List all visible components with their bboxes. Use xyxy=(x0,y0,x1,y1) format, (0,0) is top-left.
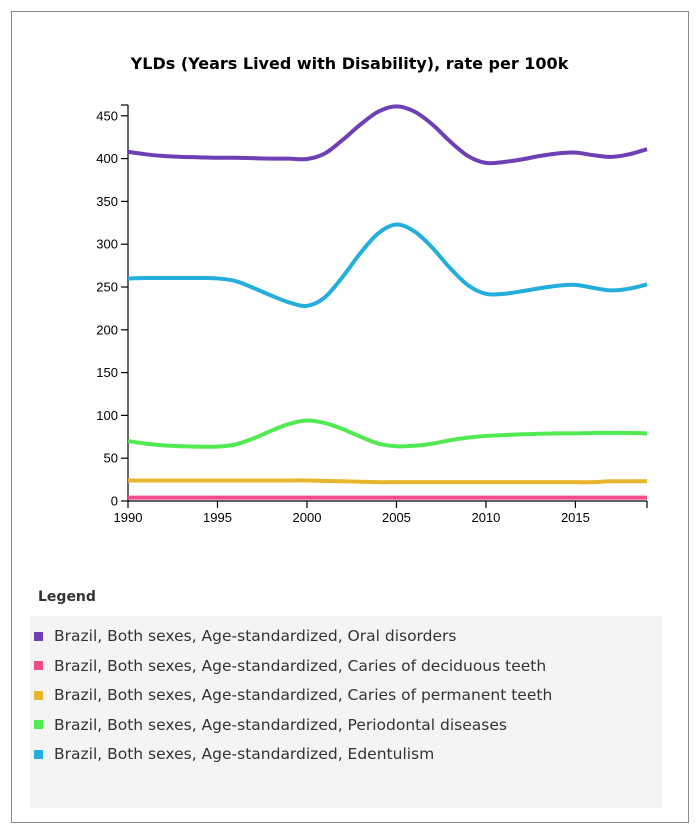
legend-title: Legend xyxy=(38,589,96,605)
legend: Brazil, Both sexes, Age-standardized, Or… xyxy=(30,616,662,808)
legend-item-edentulism: Brazil, Both sexes, Age-standardized, Ed… xyxy=(34,743,434,765)
legend-item-caries-deciduous: Brazil, Both sexes, Age-standardized, Ca… xyxy=(34,655,546,677)
line-chart: 0 50 100 150 200 250 300 350 400 450 1990 1995 2000 2… xyxy=(96,104,648,525)
y-tick-label: 50 xyxy=(104,451,118,466)
series-line-oral-disorders xyxy=(127,104,648,166)
legend-item-caries-permanent: Brazil, Both sexes, Age-standardized, Ca… xyxy=(34,684,552,706)
legend-item-periodontal: Brazil, Both sexes, Age-standardized, Pe… xyxy=(34,714,507,736)
x-tick-label: 1995 xyxy=(203,510,232,525)
x-tick-label: 2005 xyxy=(382,510,411,525)
series-line-edentulism xyxy=(127,222,648,308)
legend-item-oral-disorders: Brazil, Both sexes, Age-standardized, Or… xyxy=(34,625,456,647)
legend-label: Brazil, Both sexes, Age-standardized, Ca… xyxy=(54,656,547,675)
legend-swatch xyxy=(34,749,43,759)
legend-swatch xyxy=(34,720,43,729)
legend-swatch xyxy=(34,631,43,641)
y-tick-label: 400 xyxy=(96,151,118,166)
legend-swatch xyxy=(34,661,43,670)
legend-label: Brazil, Both sexes, Age-standardized, Or… xyxy=(54,627,457,645)
x-tick-label: 2000 xyxy=(293,510,322,525)
chart-title: YLDs (Years Lived with Disability), rate… xyxy=(130,54,569,73)
y-tick-label: 200 xyxy=(96,322,118,337)
series-line-caries-permanent xyxy=(127,478,647,485)
x-tick-label: 1990 xyxy=(114,510,143,525)
x-tick-label: 2010 xyxy=(471,510,500,525)
y-tick-label: 300 xyxy=(96,237,118,252)
legend-label: Brazil, Both sexes, Age-standardized, Pe… xyxy=(54,715,507,734)
x-tick-label: 2015 xyxy=(561,510,590,525)
y-tick-label: 250 xyxy=(96,280,118,295)
legend-label: Brazil, Both sexes, Age-standardized, Ca… xyxy=(54,686,553,704)
y-tick-label: 350 xyxy=(96,194,118,209)
y-tick-label: 0 xyxy=(111,494,118,509)
y-tick-label: 450 xyxy=(96,108,118,123)
y-tick-label: 150 xyxy=(96,365,118,380)
legend-swatch xyxy=(34,690,43,700)
legend-label: Brazil, Both sexes, Age-standardized, Ed… xyxy=(54,745,435,763)
y-tick-label: 100 xyxy=(96,408,118,423)
series-line-periodontal xyxy=(127,418,648,449)
